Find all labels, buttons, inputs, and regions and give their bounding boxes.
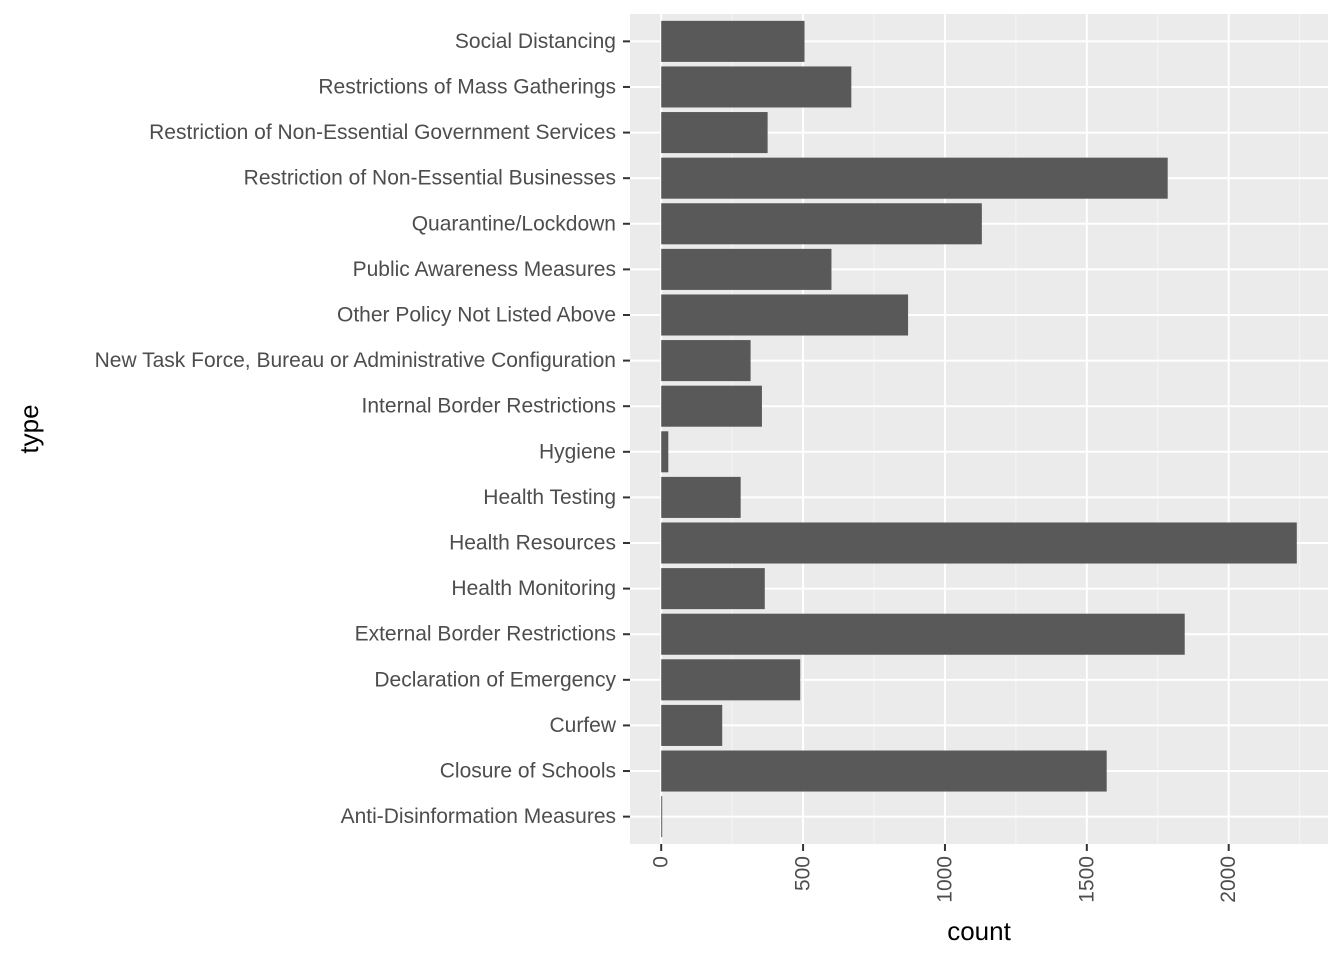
category-label: Health Monitoring — [451, 577, 616, 600]
category-label: Curfew — [549, 714, 616, 737]
bar — [661, 203, 982, 245]
bar — [661, 385, 762, 427]
bar — [661, 522, 1297, 564]
bar — [661, 704, 723, 746]
bar — [661, 568, 765, 610]
category-label: Hygiene — [539, 440, 616, 463]
category-label: Public Awareness Measures — [353, 258, 616, 281]
category-label: Closure of Schools — [440, 760, 616, 783]
y-axis: Social Distancing Restrictions of Mass Ga… — [95, 30, 630, 828]
category-label: External Border Restrictions — [355, 623, 616, 646]
x-axis: 0 500 1000 1500 2000 — [650, 844, 1240, 903]
bar — [661, 66, 852, 108]
x-axis-title: count — [947, 916, 1011, 946]
x-tick-label: 500 — [792, 856, 815, 891]
bar — [661, 157, 1168, 199]
bar — [661, 476, 741, 518]
category-label: New Task Force, Bureau or Administrative… — [95, 349, 616, 372]
category-label: Other Policy Not Listed Above — [337, 303, 616, 326]
category-label: Health Resources — [449, 532, 616, 555]
x-tick-label: 2000 — [1217, 856, 1240, 903]
category-label: Social Distancing — [455, 30, 616, 53]
category-label: Declaration of Emergency — [374, 668, 616, 691]
bar — [661, 340, 751, 382]
category-label: Anti-Disinformation Measures — [341, 805, 616, 828]
x-tick-label: 1000 — [933, 856, 956, 903]
bar — [661, 796, 663, 838]
x-tick-label: 0 — [650, 856, 673, 868]
category-label: Restrictions of Mass Gatherings — [318, 75, 616, 98]
bar — [661, 659, 801, 701]
bar — [661, 431, 669, 473]
category-label: Quarantine/Lockdown — [412, 212, 616, 235]
category-label: Internal Border Restrictions — [362, 395, 616, 418]
category-label: Restriction of Non-Essential Government … — [149, 121, 616, 144]
bar — [661, 294, 909, 336]
bar — [661, 750, 1107, 792]
y-axis-title: type — [14, 404, 44, 453]
category-label: Health Testing — [483, 486, 616, 509]
bar — [661, 20, 805, 62]
bar — [661, 248, 832, 290]
bars — [661, 20, 1297, 838]
category-label: Restriction of Non-Essential Businesses — [244, 167, 616, 190]
bar — [661, 613, 1185, 655]
x-tick-label: 1500 — [1075, 856, 1098, 903]
bar — [661, 112, 768, 154]
